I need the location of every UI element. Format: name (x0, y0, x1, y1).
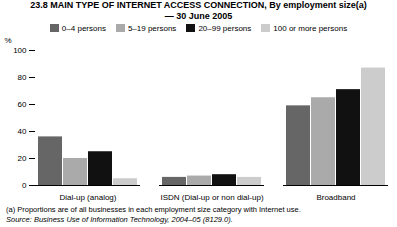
svg-text:20: 20 (18, 154, 27, 163)
svg-text:100: 100 (13, 46, 27, 55)
svg-text:Dial-up (analog): Dial-up (analog) (60, 193, 117, 202)
html-text:23.8 MAIN TYPE OF INTERNET ACC: 23.8 MAIN TYPE OF INTERNET ACCESS CONNEC… (30, 0, 367, 10)
html-text:0–4 persons: 0–4 persons (61, 24, 106, 33)
html-text:20–99 persons: 20–99 persons (198, 24, 252, 33)
svg-text:ISDN (Dial-up or non dial-up): ISDN (Dial-up or non dial-up) (160, 193, 263, 202)
html-text:100 or more persons: 100 or more persons (273, 24, 348, 33)
html-text:Source: Business Use of Inform: Source: Business Use of Information Tech… (6, 214, 233, 224)
html-text:— 30 June 2005: — 30 June 2005 (164, 11, 233, 21)
html-text:5–19 persons: 5–19 persons (127, 24, 177, 33)
svg-text:Broadband: Broadband (316, 193, 355, 202)
svg-text:60: 60 (18, 100, 27, 109)
svg-text:%: % (5, 36, 12, 45)
svg-text:40: 40 (18, 127, 27, 136)
svg-text:0: 0 (22, 181, 27, 190)
html-text:(a) Proportions are of all bus: (a) Proportions are of all businesses in… (6, 205, 301, 214)
svg-text:80: 80 (18, 73, 27, 82)
